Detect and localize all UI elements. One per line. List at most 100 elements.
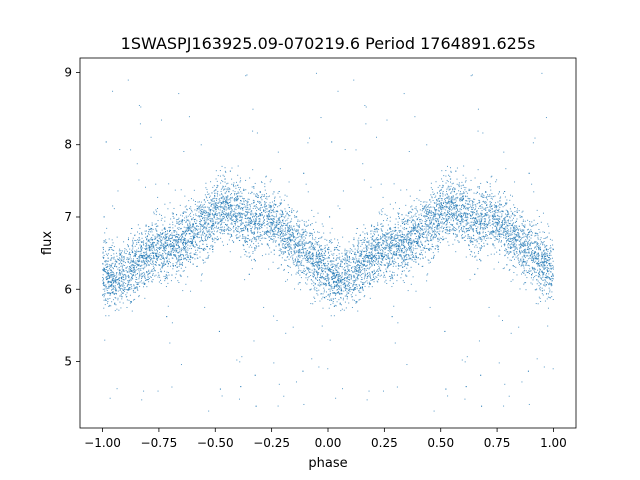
data-point (375, 231, 377, 233)
data-point (401, 236, 403, 238)
data-point (532, 261, 534, 263)
data-point (330, 298, 332, 300)
data-point (278, 244, 280, 246)
data-point (498, 315, 500, 317)
data-point (130, 232, 132, 234)
data-point (123, 261, 125, 263)
data-point (278, 205, 280, 207)
data-point (354, 288, 356, 290)
data-point (500, 227, 502, 229)
data-point (223, 230, 225, 232)
data-point (191, 239, 193, 241)
data-point (245, 224, 247, 226)
data-point (106, 254, 108, 256)
data-point (173, 249, 175, 251)
data-point (154, 235, 156, 237)
data-point (321, 264, 323, 266)
data-point (445, 202, 447, 204)
data-point (408, 244, 410, 246)
data-point (127, 271, 129, 273)
data-point (323, 278, 325, 280)
data-point (164, 276, 166, 278)
data-point (498, 261, 500, 263)
data-point (233, 231, 235, 233)
data-point (537, 280, 539, 282)
data-point (390, 242, 392, 244)
data-point (406, 247, 408, 249)
data-point (549, 291, 551, 293)
data-point (312, 243, 314, 245)
data-point (503, 231, 505, 233)
data-point (202, 225, 204, 227)
data-point (339, 302, 341, 304)
data-point (504, 255, 506, 257)
data-point (425, 207, 427, 209)
data-point (412, 227, 414, 229)
data-point (389, 238, 391, 240)
data-point (413, 200, 415, 202)
data-point (449, 175, 451, 177)
data-point (419, 228, 421, 230)
data-point (150, 227, 152, 229)
data-point (456, 210, 458, 212)
data-point (363, 264, 365, 266)
data-point (506, 202, 508, 204)
data-point (269, 202, 271, 204)
data-point (299, 257, 301, 259)
data-point (390, 257, 392, 259)
data-point (162, 265, 164, 267)
data-point (275, 241, 277, 243)
data-point (333, 281, 335, 283)
data-point (231, 167, 233, 169)
data-point (142, 247, 144, 249)
data-point (437, 222, 439, 224)
data-point (145, 233, 147, 235)
data-point (168, 238, 170, 240)
data-point (365, 250, 367, 252)
data-point (377, 281, 379, 283)
data-point (153, 263, 155, 265)
data-point (501, 226, 503, 228)
data-point (236, 200, 238, 202)
data-point (371, 261, 373, 263)
data-point (445, 216, 447, 218)
data-point (292, 232, 294, 234)
data-point (496, 179, 498, 181)
data-point (127, 246, 129, 248)
data-point (206, 217, 208, 219)
data-point (359, 262, 361, 264)
data-point (378, 253, 380, 255)
data-point (311, 242, 313, 244)
data-point (206, 230, 208, 232)
data-point (145, 230, 147, 232)
data-point (202, 248, 204, 250)
data-point (215, 210, 217, 212)
data-point (526, 261, 528, 263)
data-point (319, 246, 321, 248)
data-point (208, 230, 210, 232)
data-point (502, 223, 504, 225)
data-point (321, 259, 323, 261)
data-point (389, 280, 391, 282)
data-point (271, 209, 273, 211)
data-point (237, 213, 239, 215)
data-point (133, 261, 135, 263)
data-point (536, 242, 538, 244)
data-point (134, 291, 136, 293)
data-point (308, 269, 310, 271)
data-point (105, 288, 107, 290)
data-point (223, 230, 225, 232)
data-point (353, 246, 355, 248)
data-point (475, 218, 477, 220)
data-point (318, 249, 320, 251)
data-point (104, 264, 106, 266)
data-point (204, 218, 206, 220)
data-point (290, 244, 292, 246)
data-point (153, 267, 155, 269)
data-point (470, 179, 472, 181)
data-point (182, 219, 184, 221)
data-point (415, 206, 417, 208)
data-point (528, 239, 530, 241)
data-point (496, 225, 498, 227)
data-point (333, 249, 335, 251)
